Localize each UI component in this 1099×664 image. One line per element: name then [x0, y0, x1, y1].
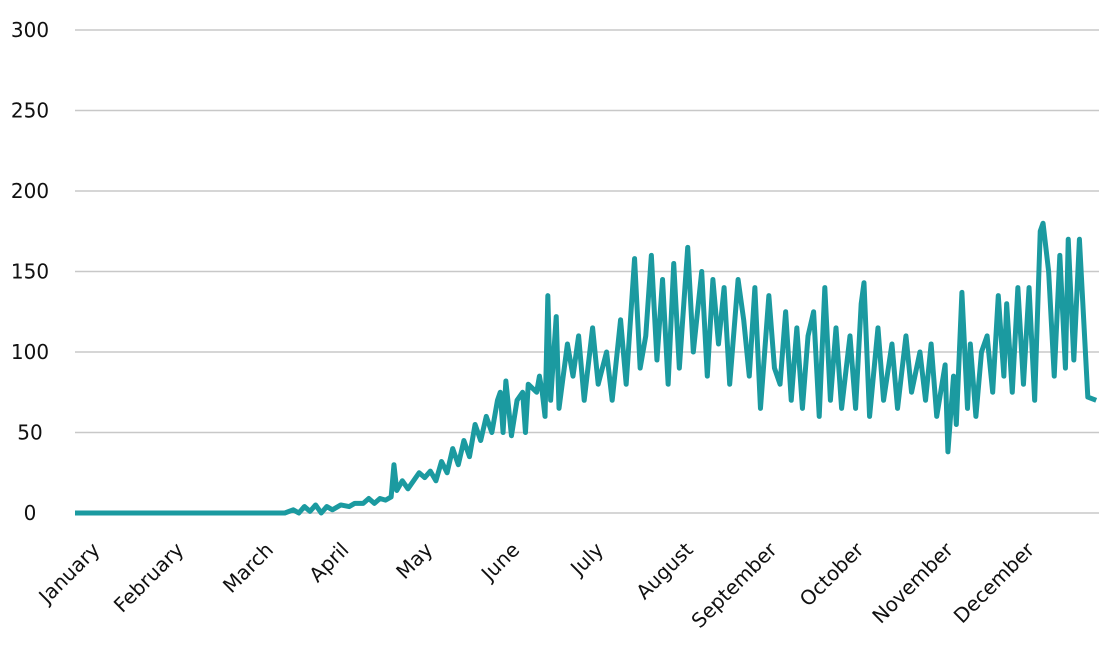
y-tick-label: 50	[17, 421, 42, 445]
x-tick-label: November	[867, 537, 958, 628]
y-tick-label: 150	[11, 260, 49, 284]
x-tick-label: June	[475, 538, 524, 587]
x-tick-label: May	[391, 537, 437, 583]
x-tick-label: December	[949, 537, 1040, 628]
y-tick-label: 0	[24, 501, 37, 525]
x-tick-label: July	[564, 537, 608, 581]
x-tick-label: March	[218, 538, 278, 598]
x-tick-label: September	[686, 537, 782, 633]
x-tick-label: January	[33, 537, 105, 609]
y-tick-label: 250	[11, 99, 49, 123]
x-tick-label: October	[795, 537, 869, 611]
x-tick-label: April	[304, 538, 353, 587]
data-line	[75, 220, 1098, 516]
y-tick-label: 300	[11, 18, 49, 42]
x-tick-label: August	[631, 537, 698, 604]
y-tick-label: 200	[11, 179, 49, 203]
x-tick-label: February	[109, 537, 189, 617]
y-tick-label: 100	[11, 340, 49, 364]
